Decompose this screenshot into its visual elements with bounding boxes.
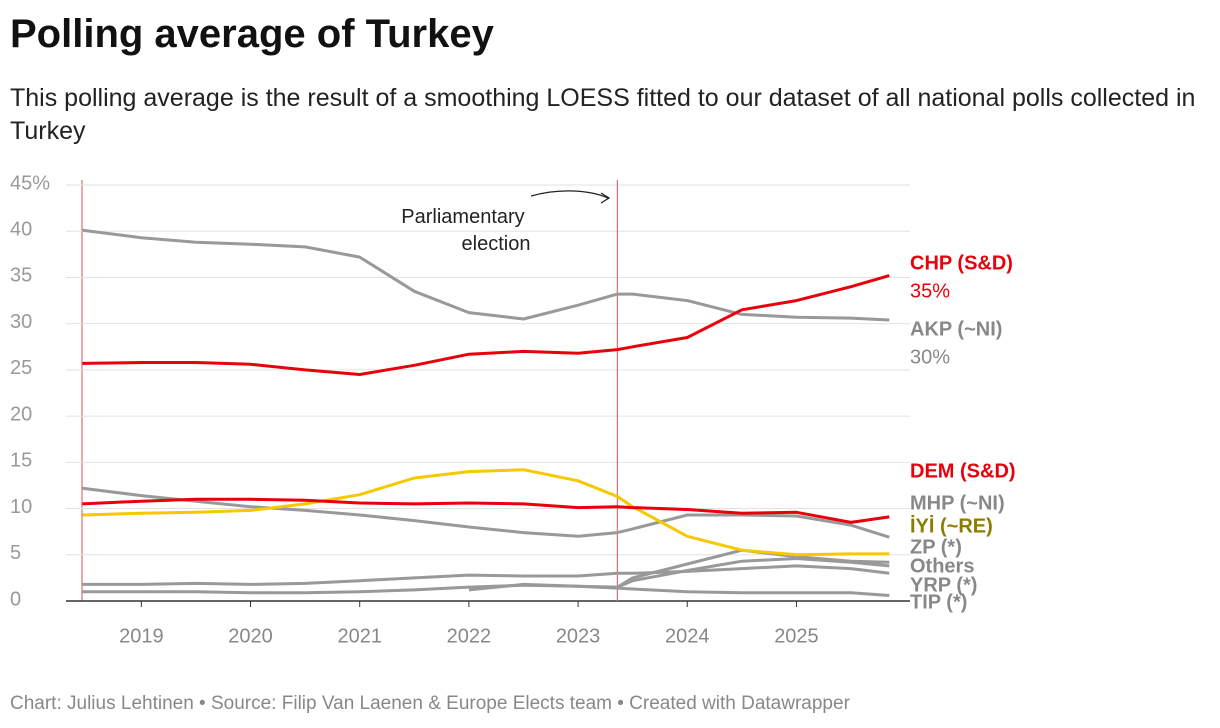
y-tick-label: 10 bbox=[10, 496, 32, 518]
y-tick-label: 25 bbox=[10, 357, 32, 379]
series-line bbox=[82, 486, 890, 539]
y-tick-label: 5 bbox=[10, 542, 21, 564]
annotation-arrow-head bbox=[600, 192, 611, 204]
series-label: AKP (~NI) bbox=[910, 318, 1002, 340]
y-tick-label: 30 bbox=[10, 311, 32, 333]
series-line bbox=[82, 497, 890, 524]
x-tick-label: 2023 bbox=[556, 625, 601, 647]
x-tick-label: 2020 bbox=[228, 625, 273, 647]
series-line bbox=[82, 564, 890, 586]
series-line bbox=[82, 228, 890, 322]
series-label: YRP (*) bbox=[910, 574, 977, 596]
series-line bbox=[82, 274, 890, 376]
series-label: MHP (~NI) bbox=[910, 492, 1005, 514]
x-tick-label: 2022 bbox=[447, 625, 492, 647]
annotation-line: Parliamentary bbox=[401, 206, 524, 228]
annotation-line: election bbox=[462, 233, 531, 255]
y-tick-label: 40 bbox=[10, 219, 32, 241]
series-label: İYİ (~RE) bbox=[910, 514, 993, 537]
annotation: Parliamentary election bbox=[401, 206, 530, 255]
y-tick-label: 45% bbox=[10, 172, 50, 194]
series-label: Others bbox=[910, 555, 974, 577]
annotation-arrow bbox=[530, 190, 609, 199]
chart-source: Chart: Julius Lehtinen • Source: Filip V… bbox=[10, 693, 850, 714]
y-tick-label: 20 bbox=[10, 403, 32, 425]
y-tick-label: 35 bbox=[10, 265, 32, 287]
value-label: 35% bbox=[910, 280, 950, 302]
y-tick-label: 15 bbox=[10, 450, 32, 472]
series-label: TIP (*) bbox=[910, 591, 967, 613]
chart-subtitle: This polling average is the result of a … bbox=[10, 84, 1196, 145]
series-line bbox=[82, 468, 890, 557]
series-label: DEM (S&D) bbox=[910, 460, 1016, 482]
y-tick-label: 0 bbox=[10, 588, 21, 610]
series-label: CHP (S&D) bbox=[910, 252, 1013, 274]
series-label: ZP (*) bbox=[910, 536, 962, 558]
chart-title: Polling average of Turkey bbox=[10, 12, 494, 56]
x-tick-label: 2019 bbox=[119, 625, 164, 647]
series-line bbox=[468, 548, 890, 592]
x-tick-label: 2025 bbox=[774, 625, 819, 647]
x-tick-label: 2021 bbox=[337, 625, 382, 647]
x-tick-label: 2024 bbox=[665, 625, 710, 647]
value-label: 30% bbox=[910, 346, 950, 368]
